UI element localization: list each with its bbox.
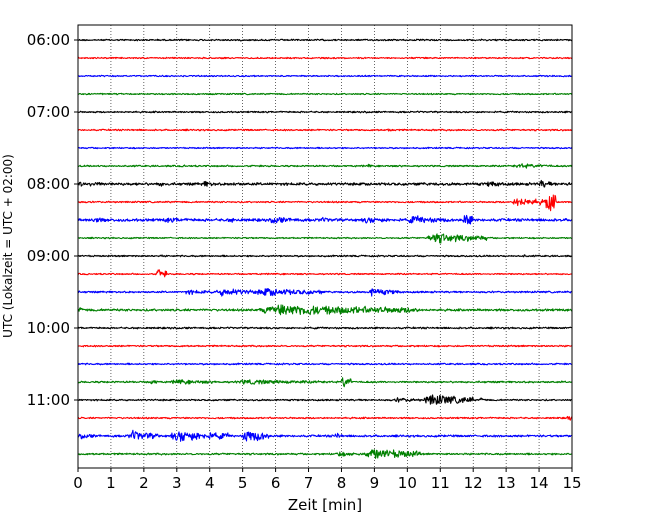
x-tick-label: 1 xyxy=(106,474,116,492)
grid xyxy=(110,25,540,468)
trace-0600 xyxy=(77,38,573,42)
x-axis-ticks: 0 1 2 3 4 5 6 7 8 9 10 11 12 13 14 15 xyxy=(73,468,582,492)
y-tick-label: 10:00 xyxy=(27,319,70,337)
trace-0930 xyxy=(77,288,573,297)
trace-0900 xyxy=(77,254,573,258)
y-tick-label: 06:00 xyxy=(27,31,70,49)
x-tick-label: 6 xyxy=(271,474,281,492)
trace-0615 xyxy=(77,56,573,60)
trace-0800 xyxy=(77,179,573,188)
x-tick-label: 9 xyxy=(370,474,380,492)
trace-0745 xyxy=(77,163,573,169)
trace-1100 xyxy=(77,394,573,405)
traces xyxy=(77,38,573,459)
x-axis-label: Zeit [min] xyxy=(288,496,362,514)
x-tick-label: 8 xyxy=(337,474,347,492)
y-tick-label: 11:00 xyxy=(27,391,70,409)
x-tick-label: 0 xyxy=(73,474,83,492)
x-tick-label: 10 xyxy=(398,474,417,492)
trace-1115 xyxy=(77,415,573,421)
x-tick-label: 2 xyxy=(139,474,149,492)
x-tick-label: 13 xyxy=(497,474,516,492)
trace-0630 xyxy=(77,74,573,78)
trace-0945 xyxy=(77,304,573,316)
trace-0730 xyxy=(77,146,573,150)
trace-1000 xyxy=(77,326,573,330)
y-axis-ticks: 06:00 07:00 08:00 09:00 10:00 11:00 xyxy=(27,31,78,409)
trace-0830 xyxy=(77,214,573,225)
x-tick-label: 7 xyxy=(304,474,314,492)
axes-frame xyxy=(77,24,573,469)
y-tick-label: 09:00 xyxy=(27,247,70,265)
trace-1030 xyxy=(77,362,573,366)
trace-1145 xyxy=(77,449,573,459)
x-tick-label: 15 xyxy=(562,474,581,492)
y-tick-label: 07:00 xyxy=(27,103,70,121)
y-tick-label: 08:00 xyxy=(27,175,70,193)
x-tick-label: 12 xyxy=(464,474,483,492)
trace-0700 xyxy=(77,110,573,114)
x-tick-label: 11 xyxy=(431,474,450,492)
x-tick-label: 4 xyxy=(205,474,215,492)
trace-1130 xyxy=(77,429,573,442)
trace-0915 xyxy=(77,269,573,278)
trace-0815 xyxy=(77,194,573,212)
trace-0715 xyxy=(77,128,573,132)
trace-1015 xyxy=(77,344,573,348)
x-tick-label: 14 xyxy=(530,474,549,492)
trace-1045 xyxy=(77,377,573,388)
trace-0645 xyxy=(77,92,573,96)
y-axis-label: UTC (Lokalzeit = UTC + 02:00) xyxy=(1,154,15,338)
x-tick-label: 5 xyxy=(238,474,248,492)
x-tick-label: 3 xyxy=(172,474,182,492)
trace-0845 xyxy=(77,233,573,244)
